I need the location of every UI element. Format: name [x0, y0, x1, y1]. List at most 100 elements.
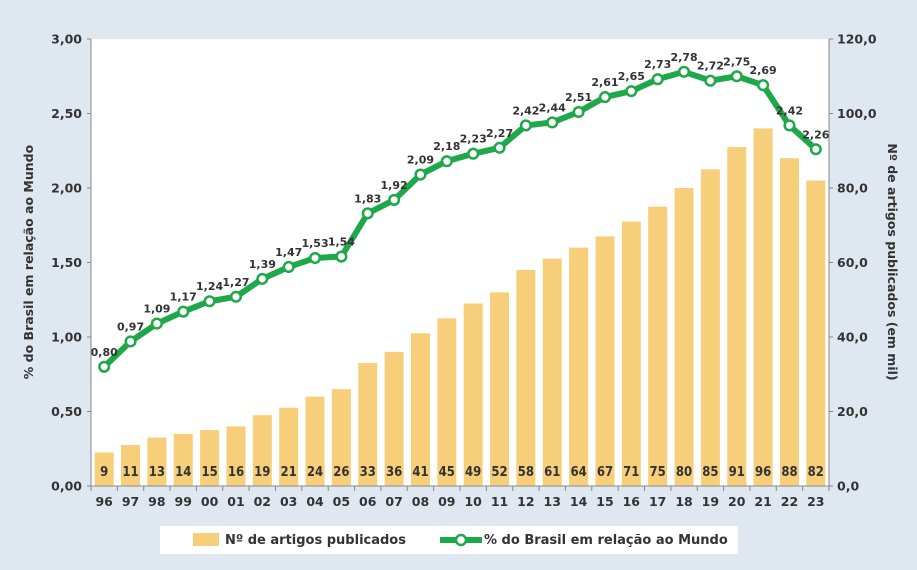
- x-tick-label-98: 98: [148, 494, 165, 509]
- bar-label-07: 36: [386, 465, 402, 480]
- bar-15: [595, 236, 615, 486]
- bar-05: [331, 389, 351, 486]
- x-tick-label-19: 19: [702, 494, 719, 509]
- x-tick-label-10: 10: [464, 494, 482, 509]
- bar-label-97: 11: [122, 465, 138, 480]
- bar-97: [121, 445, 141, 486]
- x-tick-label-96: 96: [95, 494, 113, 509]
- x-tick-label-07: 07: [385, 494, 402, 509]
- x-tick-label-17: 17: [649, 494, 666, 509]
- line-point-05: [335, 250, 348, 263]
- x-tick-label-13: 13: [544, 494, 561, 509]
- bar-12: [516, 269, 536, 486]
- bar-label-05: 26: [333, 465, 349, 480]
- bar-11: [490, 292, 510, 486]
- x-tick-label-20: 20: [728, 494, 746, 509]
- line-point-96: [98, 360, 111, 373]
- line-label-19: 2,72: [697, 60, 724, 73]
- line-label-13: 2,44: [539, 101, 566, 114]
- line-label-07: 1,92: [381, 179, 408, 192]
- y-left-tick-label: 3,00: [51, 32, 82, 47]
- x-tick-label-11: 11: [491, 494, 508, 509]
- line-label-14: 2,51: [565, 91, 592, 104]
- line-series: [101, 68, 819, 370]
- bar-10: [463, 303, 483, 486]
- y-right-tick-label: 120,0: [837, 32, 877, 47]
- line-label-04: 1,53: [301, 237, 328, 250]
- bar-label-98: 13: [149, 465, 165, 480]
- bar-label-00: 15: [201, 465, 217, 480]
- y-right-tick-label: 80,0: [837, 181, 868, 196]
- x-tick-label-00: 00: [201, 494, 219, 509]
- line-point-99: [177, 305, 190, 318]
- x-tick-label-03: 03: [280, 494, 297, 509]
- line-label-22: 2,42: [776, 104, 803, 117]
- x-tick-label-12: 12: [517, 494, 534, 509]
- bar-13: [542, 258, 562, 486]
- bar-label-15: 67: [597, 465, 613, 480]
- line-point-16: [625, 85, 638, 98]
- bar-14: [569, 247, 589, 486]
- bar-label-99: 14: [175, 465, 191, 480]
- line-layer: 0,80 0,97 1,091,171,24 1,271,391,471,53 1,54…: [91, 51, 830, 373]
- bar-19: [700, 169, 720, 487]
- line-point-00: [203, 295, 216, 308]
- y-right-tick-label: 0,0: [837, 479, 859, 494]
- legend-line-label: % do Brasil em relação ao Mundo: [484, 533, 728, 548]
- line-point-18: [677, 65, 691, 78]
- y-left-tick-label: 0,00: [51, 479, 82, 494]
- bar-06: [358, 363, 378, 486]
- line-label-99: 1,17: [170, 291, 197, 304]
- y-right-tick-label: 100,0: [837, 106, 877, 121]
- bar-18: [674, 188, 694, 486]
- line-label-10: 2,23: [460, 133, 487, 146]
- line-point-13: [546, 116, 559, 129]
- bar-label-03: 21: [281, 465, 297, 480]
- bar-16: [621, 221, 641, 486]
- y-right-tick-label: 60,0: [837, 255, 868, 270]
- line-label-00: 1,24: [196, 280, 223, 293]
- bar-label-01: 16: [228, 465, 244, 480]
- line-label-03: 1,47: [275, 246, 302, 259]
- bar-label-21: 96: [755, 465, 771, 480]
- bar-label-19: 85: [702, 465, 718, 480]
- line-point-19: [704, 74, 717, 87]
- bar-23: [806, 180, 826, 487]
- line-point-06: [361, 207, 374, 220]
- x-tick-label-21: 21: [754, 494, 771, 509]
- line-label-12: 2,42: [512, 104, 539, 117]
- x-tick-label-23: 23: [807, 494, 824, 509]
- y-right-axis-label: Nº de artigos publicados (em mil): [885, 143, 900, 380]
- line-label-15: 2,61: [591, 76, 618, 89]
- bar-label-02: 19: [254, 465, 270, 480]
- line-label-09: 2,18: [433, 140, 460, 153]
- x-tick-label-05: 05: [333, 494, 350, 509]
- line-point-11: [493, 141, 506, 154]
- bar-label-10: 49: [465, 465, 481, 480]
- bar-21: [753, 128, 773, 486]
- line-label-97: 0,97: [117, 320, 144, 333]
- line-label-02: 1,39: [249, 258, 276, 271]
- line-label-06: 1,83: [354, 192, 381, 205]
- bar-label-14: 64: [570, 465, 586, 480]
- legend-line-marker: [454, 533, 468, 547]
- bar-label-09: 45: [439, 465, 455, 480]
- x-tick-label-22: 22: [781, 494, 798, 509]
- line-point-97: [124, 335, 137, 348]
- line-point-07: [388, 193, 401, 206]
- y-left-tick-label: 2,50: [51, 106, 82, 121]
- line-point-21: [757, 79, 770, 92]
- bar-02: [252, 415, 272, 486]
- x-tick-label-01: 01: [227, 494, 244, 509]
- y-right-tick-label: 20,0: [837, 404, 868, 419]
- bar-label-04: 24: [307, 465, 323, 480]
- line-point-23: [809, 143, 822, 156]
- y-left-tick-label: 1,00: [51, 330, 82, 345]
- y-left-axis-label: % do Brasil em relação ao Mundo: [21, 144, 36, 379]
- bar-label-08: 41: [412, 465, 428, 480]
- bar-99: [173, 433, 193, 486]
- legend-bar-swatch: [193, 533, 219, 546]
- line-label-98: 1,09: [143, 303, 170, 316]
- legend-bar-label: Nº de artigos publicados: [225, 533, 406, 548]
- bar-04: [305, 396, 325, 486]
